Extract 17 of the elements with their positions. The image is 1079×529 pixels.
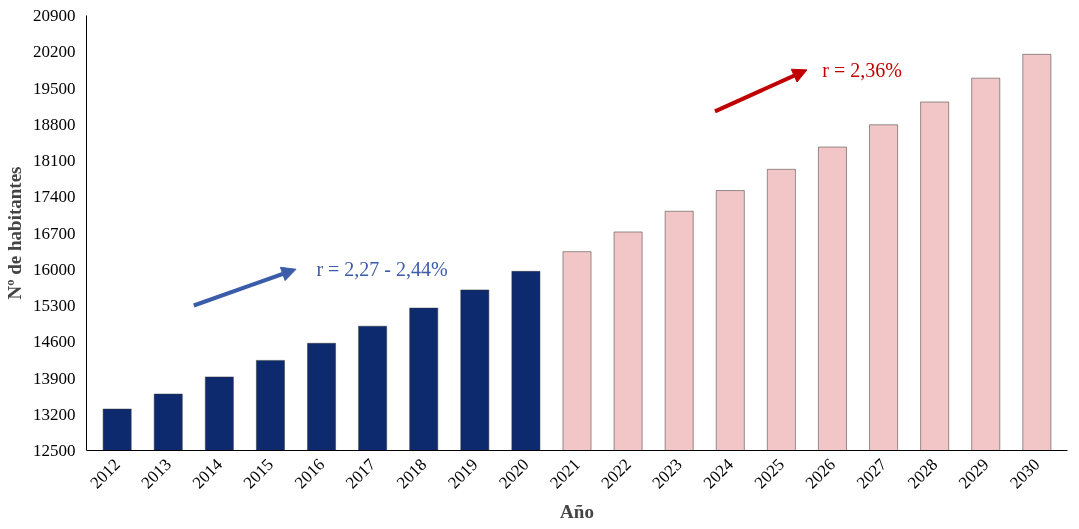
y-tick-label: 19500 <box>33 78 76 98</box>
y-tick-label: 14600 <box>33 332 76 352</box>
y-axis-title: Nº de habitantes <box>4 166 25 300</box>
y-tick-label: 13900 <box>33 368 76 388</box>
y-tick-label: 18800 <box>33 114 76 134</box>
annotation: r = 2,27 - 2,44% <box>316 258 448 281</box>
y-tick-label: 20200 <box>33 42 76 62</box>
y-tick-label: 17400 <box>33 187 76 207</box>
x-axis-title: Año <box>560 501 594 523</box>
annotation: r = 2,36% <box>822 58 902 81</box>
y-tick-label: 12500 <box>33 441 76 460</box>
y-tick-label: 13200 <box>33 404 76 424</box>
y-tick-label: 16700 <box>33 223 76 243</box>
y-tick-label: 20900 <box>33 6 76 25</box>
y-tick-label: 15300 <box>33 296 76 315</box>
y-tick-label: 16000 <box>33 259 76 279</box>
y-tick-label: 18100 <box>33 151 76 170</box>
